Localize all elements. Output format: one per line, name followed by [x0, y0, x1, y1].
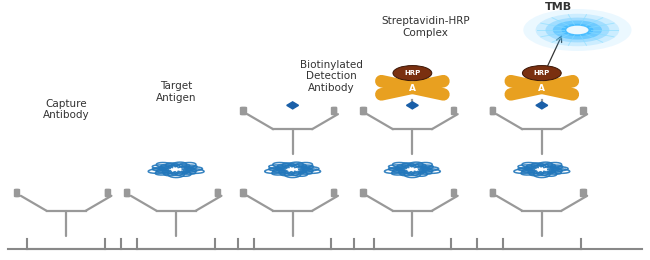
Circle shape — [566, 26, 588, 34]
Circle shape — [552, 21, 602, 40]
FancyBboxPatch shape — [451, 107, 456, 114]
FancyBboxPatch shape — [124, 189, 129, 196]
Circle shape — [545, 18, 610, 42]
FancyBboxPatch shape — [331, 189, 335, 196]
FancyBboxPatch shape — [105, 189, 109, 196]
FancyBboxPatch shape — [240, 107, 245, 114]
FancyBboxPatch shape — [581, 189, 586, 196]
FancyBboxPatch shape — [580, 189, 585, 196]
FancyBboxPatch shape — [491, 107, 495, 114]
Polygon shape — [287, 102, 298, 109]
Polygon shape — [536, 102, 548, 109]
Text: HRP: HRP — [404, 70, 421, 76]
FancyBboxPatch shape — [581, 107, 586, 114]
FancyBboxPatch shape — [489, 189, 494, 196]
Text: Capture
Antibody: Capture Antibody — [43, 99, 90, 120]
FancyBboxPatch shape — [240, 189, 245, 196]
Polygon shape — [406, 102, 418, 109]
FancyBboxPatch shape — [241, 189, 246, 196]
FancyBboxPatch shape — [331, 107, 335, 114]
Text: A: A — [538, 84, 545, 93]
FancyBboxPatch shape — [360, 107, 365, 114]
FancyBboxPatch shape — [360, 189, 365, 196]
FancyBboxPatch shape — [451, 189, 456, 196]
FancyBboxPatch shape — [332, 107, 337, 114]
Text: HRP: HRP — [534, 70, 550, 76]
FancyBboxPatch shape — [489, 107, 494, 114]
FancyBboxPatch shape — [214, 189, 219, 196]
Circle shape — [523, 66, 561, 81]
Text: A: A — [409, 84, 416, 93]
Circle shape — [523, 9, 632, 51]
Circle shape — [562, 24, 593, 36]
FancyBboxPatch shape — [15, 189, 20, 196]
FancyBboxPatch shape — [361, 107, 365, 114]
FancyBboxPatch shape — [241, 107, 246, 114]
Text: Biotinylated
Detection
Antibody: Biotinylated Detection Antibody — [300, 60, 363, 93]
FancyBboxPatch shape — [215, 189, 220, 196]
Circle shape — [536, 14, 619, 46]
FancyBboxPatch shape — [580, 107, 585, 114]
FancyBboxPatch shape — [452, 189, 456, 196]
Circle shape — [393, 66, 432, 81]
FancyBboxPatch shape — [14, 189, 18, 196]
FancyBboxPatch shape — [125, 189, 129, 196]
FancyBboxPatch shape — [491, 189, 495, 196]
Text: Streptavidin-HRP
Complex: Streptavidin-HRP Complex — [381, 16, 470, 37]
FancyBboxPatch shape — [332, 189, 337, 196]
FancyBboxPatch shape — [105, 189, 110, 196]
Text: Target
Antigen: Target Antigen — [156, 81, 196, 103]
Text: TMB: TMB — [545, 2, 571, 12]
FancyBboxPatch shape — [361, 189, 365, 196]
FancyBboxPatch shape — [452, 107, 456, 114]
